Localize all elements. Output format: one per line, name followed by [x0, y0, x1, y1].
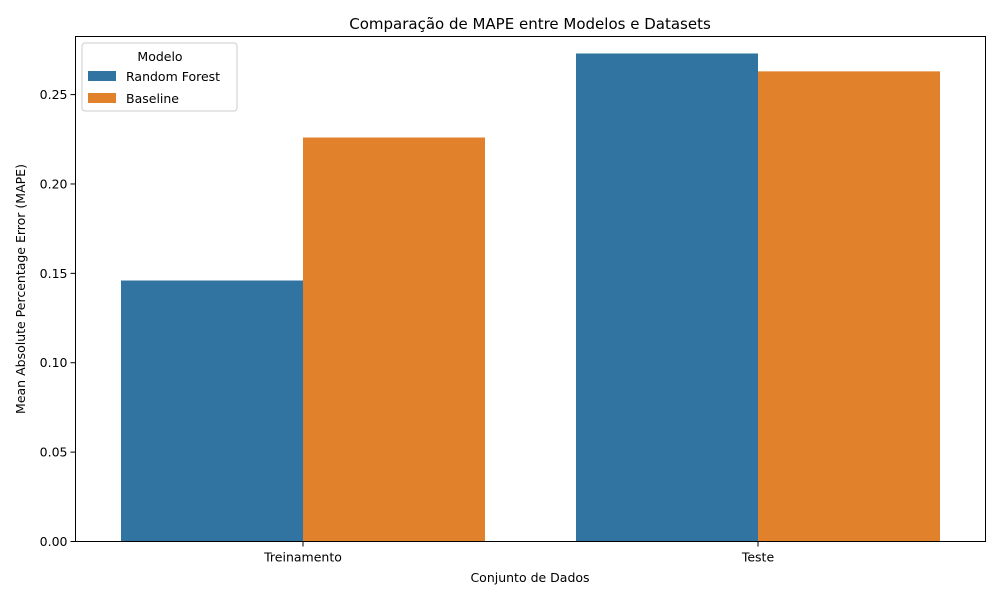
y-tick-label: 0.20 [40, 176, 68, 191]
y-axis-label: Mean Absolute Percentage Error (MAPE) [13, 164, 28, 414]
bar-random-forest-teste [576, 53, 758, 542]
y-tick-label: 0.10 [40, 355, 68, 370]
y-tick-label: 0.25 [40, 87, 68, 102]
x-tick-label: Treinamento [263, 550, 342, 565]
chart-title: Comparação de MAPE entre Modelos e Datas… [349, 15, 711, 33]
legend-swatch [88, 71, 116, 81]
y-tick-label: 0.15 [40, 266, 68, 281]
bar-random-forest-treinamento [121, 280, 303, 542]
x-axis: Treinamento Teste [263, 541, 775, 565]
bar-baseline-teste [758, 71, 940, 542]
x-axis-label: Conjunto de Dados [470, 570, 589, 585]
bars-layer [121, 53, 940, 542]
legend-title: Modelo [137, 49, 182, 64]
plot-frame [75, 36, 986, 542]
legend-label: Baseline [126, 91, 179, 106]
bar-baseline-treinamento [303, 137, 485, 542]
legend-swatch [88, 93, 116, 103]
y-tick-label: 0.05 [40, 445, 68, 460]
y-tick-label: 0.00 [40, 534, 68, 549]
x-tick-label: Teste [741, 550, 775, 565]
legend: Modelo Random Forest Baseline [81, 42, 238, 112]
legend-box [81, 42, 238, 112]
legend-label: Random Forest [126, 69, 220, 84]
y-axis: 0.00 0.05 0.10 0.15 0.20 0.25 [40, 87, 76, 549]
